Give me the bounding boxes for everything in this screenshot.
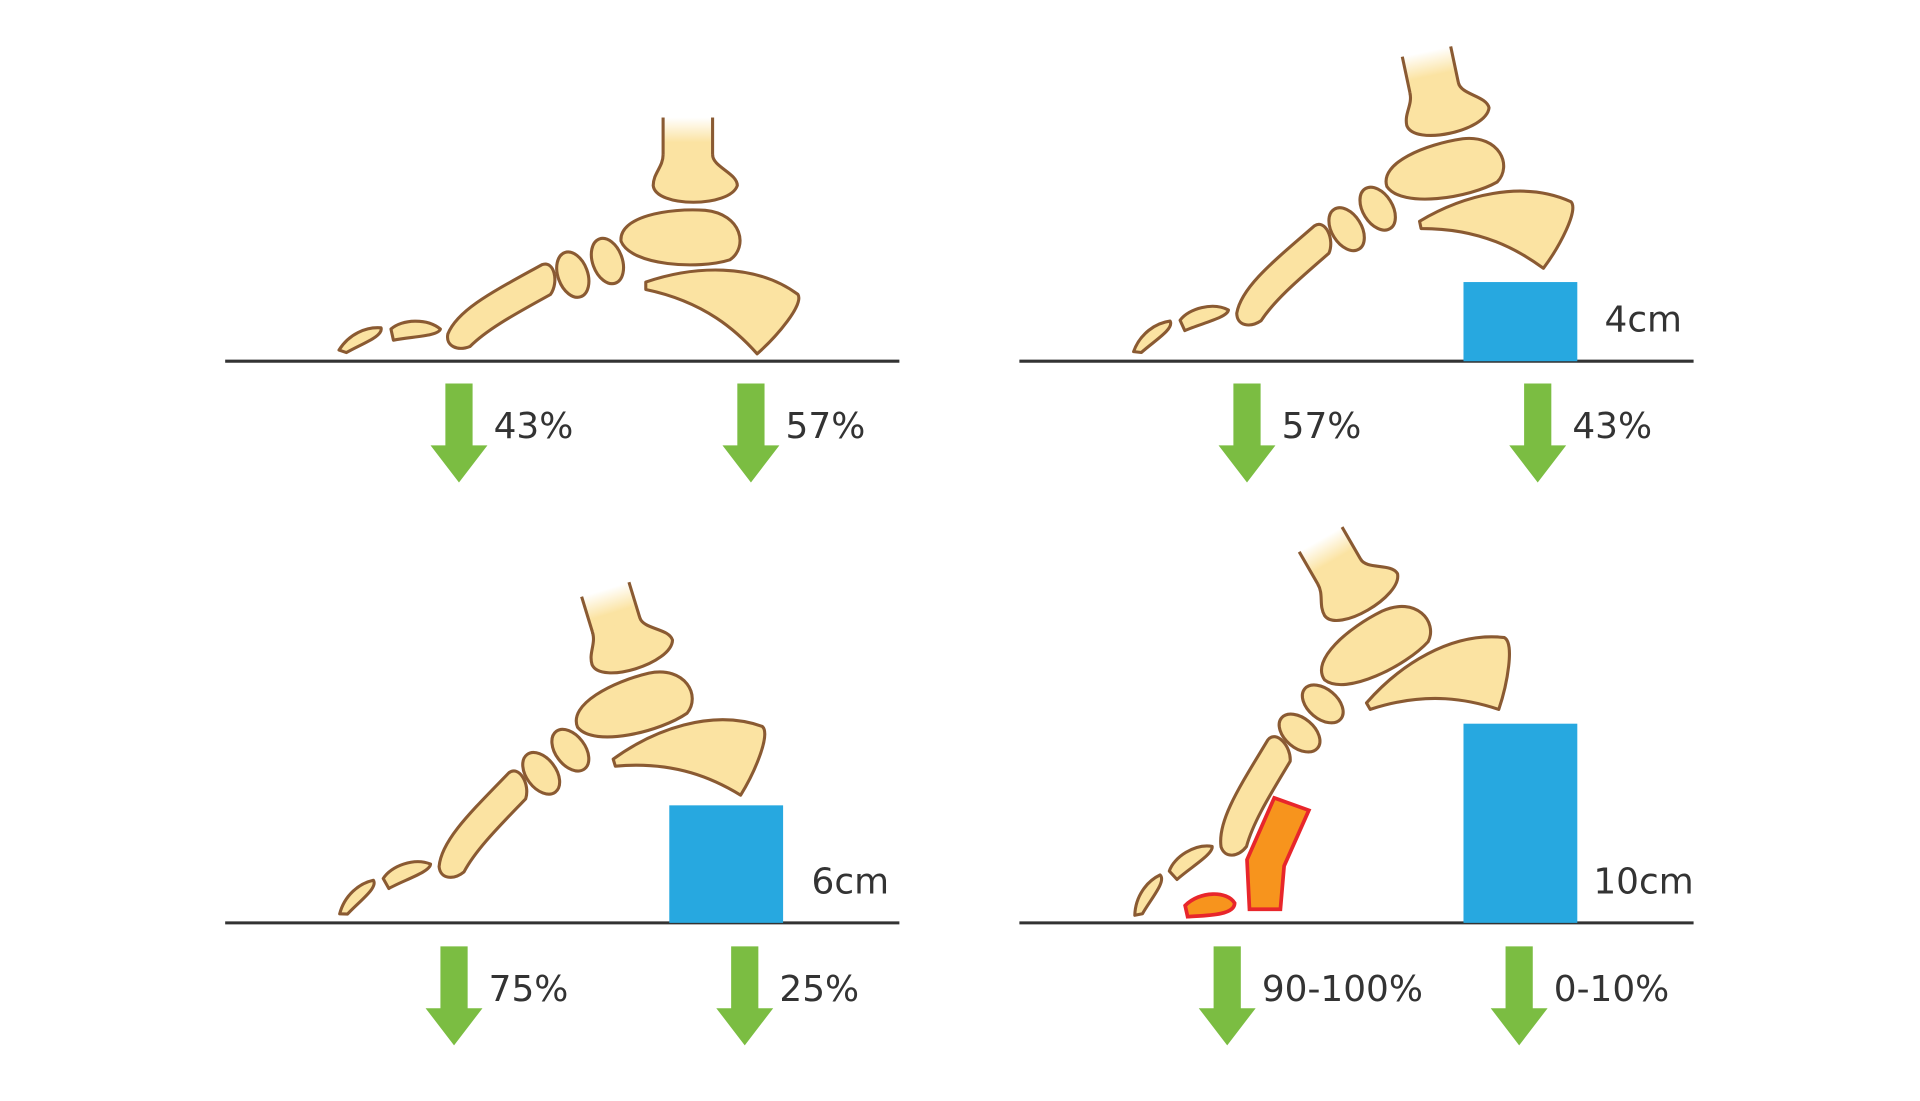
- heel-height-label: 4cm: [1605, 300, 1682, 341]
- heel-height-label: 6cm: [812, 861, 889, 902]
- pressure-arrow: [1218, 383, 1276, 483]
- pressure-arrow: [722, 383, 780, 483]
- pressure-arrow: [1490, 946, 1548, 1046]
- rearfoot-load-label: 0-10%: [1554, 969, 1669, 1010]
- stressed-bone: [1245, 795, 1312, 912]
- stressed-bone: [1183, 892, 1237, 919]
- forefoot-load-label: 90-100%: [1262, 969, 1423, 1010]
- pressure-arrow: [1198, 946, 1256, 1046]
- heel-block: [1463, 282, 1578, 362]
- heel-block: [1463, 723, 1578, 923]
- rearfoot-load-label: 25%: [779, 969, 859, 1010]
- heel-block: [669, 805, 784, 923]
- forefoot-load-label: 57%: [1282, 406, 1362, 447]
- forefoot-load-label: 75%: [489, 969, 569, 1010]
- pressure-arrow: [716, 946, 774, 1046]
- pressure-arrow: [425, 946, 483, 1046]
- forefoot-load-label: 43%: [494, 406, 574, 447]
- pressure-arrow: [1509, 383, 1567, 483]
- heel-height-label: 10cm: [1593, 861, 1693, 902]
- rearfoot-load-label: 57%: [786, 406, 866, 447]
- foot-skeleton: [337, 115, 801, 356]
- pressure-arrow: [430, 383, 488, 483]
- feet: [270, 26, 1586, 921]
- rearfoot-load-label: 43%: [1572, 406, 1652, 447]
